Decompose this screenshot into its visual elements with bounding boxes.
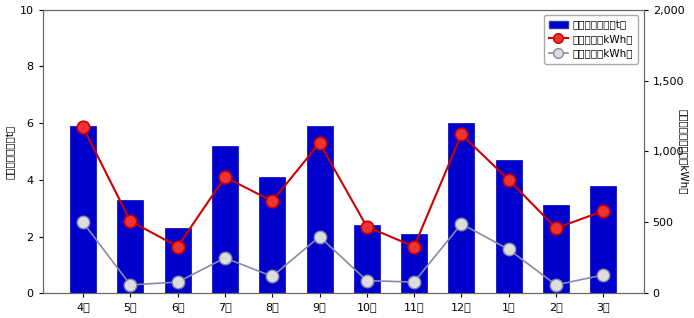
Bar: [401, 234, 427, 294]
Bar: [117, 200, 144, 294]
Legend: ごみ焼却量（千t）, 発電量（千kWh）, 売電量（千kWh）: ごみ焼却量（千t）, 発電量（千kWh）, 売電量（千kWh）: [543, 15, 638, 64]
Y-axis label: ごみ焼却量（千t）: ごみ焼却量（千t）: [6, 124, 15, 178]
Bar: [543, 205, 569, 294]
Bar: [164, 228, 191, 294]
Bar: [591, 185, 616, 294]
Bar: [212, 146, 238, 294]
Bar: [354, 225, 380, 294]
Bar: [70, 126, 96, 294]
Bar: [496, 160, 522, 294]
Bar: [307, 126, 332, 294]
Bar: [260, 177, 285, 294]
Bar: [448, 123, 475, 294]
Y-axis label: 発電量・売電量（千kWh）: 発電量・売電量（千kWh）: [679, 109, 688, 194]
